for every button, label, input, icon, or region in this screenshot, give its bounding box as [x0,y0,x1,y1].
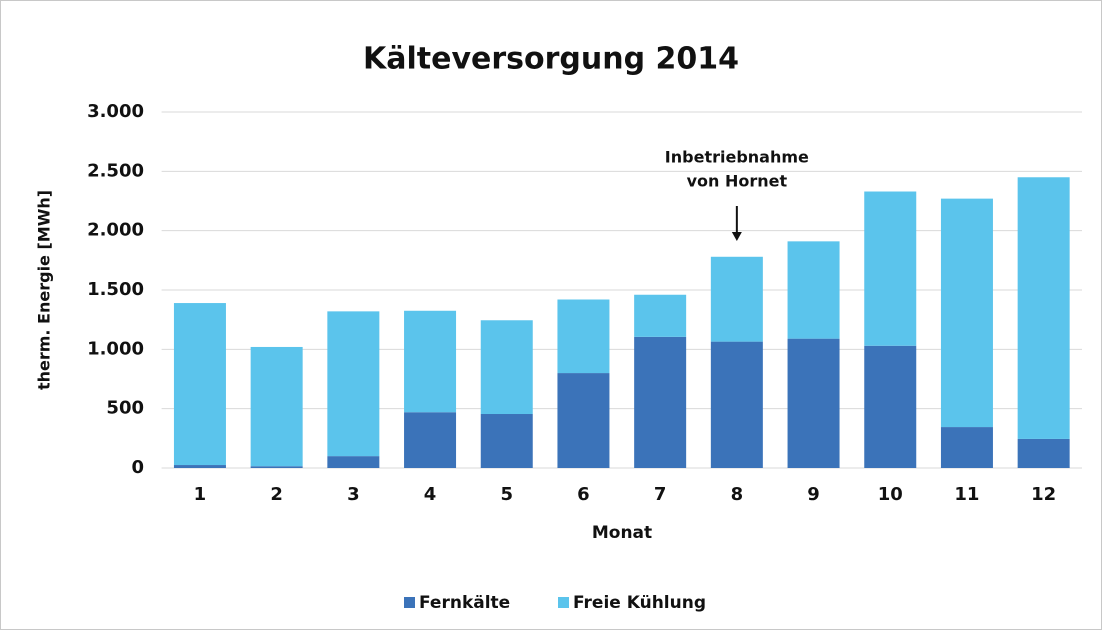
bar-segment [1017,177,1070,439]
x-axis-label: Monat [592,523,652,543]
x-tick-label: 4 [424,484,437,505]
legend-swatch [558,597,569,608]
bar-segment [1017,438,1070,468]
bar-segment [710,341,763,468]
bar-segment [940,198,993,428]
bar-segment [480,320,533,415]
bar-segment [557,373,610,468]
chart-title: Kälteversorgung 2014 [363,42,739,77]
x-tick-label: 9 [807,484,820,505]
y-tick-label: 3.000 [87,101,144,122]
x-tick-label: 2 [270,484,283,505]
y-axis-label: therm. Energie [MWh] [35,190,54,390]
x-tick-label: 8 [731,484,744,505]
x-tick-label: 6 [577,484,590,505]
legend-label: Fernkälte [419,593,510,613]
bar-segment [404,412,457,468]
bar-segment [173,465,226,468]
bar-segment [404,310,457,413]
annotation-arrowhead [731,232,742,241]
x-tick-label: 1 [194,484,207,505]
bar-segment [480,414,533,468]
y-tick-label: 0 [131,457,144,478]
legend-swatch [404,597,415,608]
y-tick-label: 2.000 [87,220,144,241]
bar-segment [940,427,993,468]
annotation: von Hornet [687,172,788,191]
x-tick-label: 3 [347,484,360,505]
bar-segment [787,241,840,339]
legend-label: Freie Kühlung [573,593,706,613]
bar-segment [864,345,917,468]
bar-segment [710,256,763,342]
bar-segment [327,456,380,468]
y-tick-label: 500 [106,398,144,419]
x-tick-label: 12 [1031,484,1056,505]
y-tick-label: 2.500 [87,160,144,181]
bar-segment [250,466,303,468]
x-tick-label: 11 [954,484,979,505]
bar-segment [787,338,840,468]
y-tick-label: 1.500 [87,279,144,300]
x-tick-label: 5 [500,484,513,505]
x-tick-label: 10 [878,484,903,505]
bar-segment [173,303,226,466]
annotation: Inbetriebnahme [665,148,809,167]
bar-segment [864,191,917,346]
bar-segment [557,299,610,374]
bar-segment [250,346,303,467]
bar-segment [634,294,687,337]
bar-segment [634,336,687,468]
y-tick-label: 1.000 [87,338,144,359]
x-tick-label: 7 [654,484,667,505]
bar-segment [327,311,380,457]
